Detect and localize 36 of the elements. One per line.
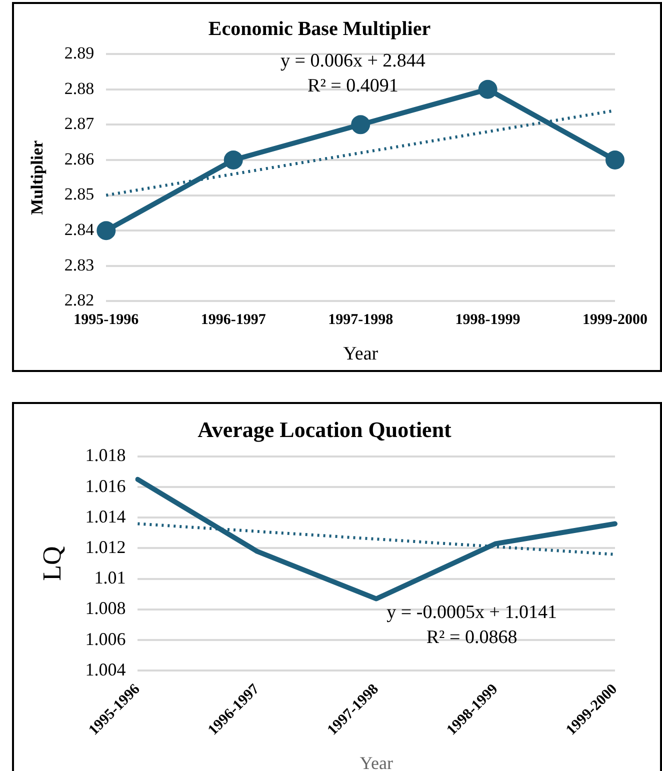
y-tick-label: 2.82 bbox=[64, 290, 94, 310]
y-tick-label: 1.006 bbox=[85, 628, 126, 649]
chart-title: Economic Base Multiplier bbox=[208, 18, 431, 40]
x-tick-label: 1995-1996 bbox=[74, 312, 140, 328]
y-tick-label: 1.012 bbox=[85, 536, 126, 557]
y-tick-label: 2.86 bbox=[64, 149, 94, 168]
point bbox=[224, 150, 243, 170]
annotation: y = -0.0005x + 1.0141 bbox=[386, 602, 557, 623]
y-tick-label: 2.84 bbox=[64, 220, 95, 240]
chart-title: Average Location Quotient bbox=[198, 416, 452, 442]
x-tick-label: 1998-1999 bbox=[455, 312, 520, 328]
point bbox=[96, 221, 116, 240]
y-tick-label: 1.014 bbox=[85, 506, 126, 526]
y-tick-label: 1.01 bbox=[94, 568, 126, 588]
y-axis-title: Multiplier bbox=[28, 140, 47, 215]
annotation: R² = 0.4091 bbox=[308, 75, 398, 96]
x-tick-label: 1999-2000 bbox=[582, 312, 648, 328]
x-tick-label: 1997-1998 bbox=[328, 312, 394, 328]
y-tick-label: 2.83 bbox=[64, 255, 94, 274]
point bbox=[351, 115, 370, 134]
y-tick-label: 1.008 bbox=[85, 598, 126, 618]
x-tick-label: 1996-1997 bbox=[200, 312, 266, 328]
y-tick-label: 2.88 bbox=[64, 78, 94, 98]
annotation: y = 0.006x + 2.844 bbox=[280, 50, 426, 72]
y-tick-label: 1.016 bbox=[85, 476, 126, 496]
x-axis-title: Year bbox=[360, 752, 393, 771]
point bbox=[606, 150, 624, 170]
annotation: R² = 0.0868 bbox=[426, 626, 518, 648]
y-tick-label: 1.004 bbox=[85, 659, 126, 680]
y-tick-label: 2.89 bbox=[64, 43, 94, 62]
point bbox=[478, 80, 498, 99]
x-axis-title: Year bbox=[343, 344, 379, 365]
y-tick-label: 2.87 bbox=[64, 114, 95, 134]
y-axis-title: LQ bbox=[37, 546, 66, 581]
y-tick-label: 2.85 bbox=[64, 184, 94, 204]
y-tick-label: 1.018 bbox=[85, 445, 126, 466]
